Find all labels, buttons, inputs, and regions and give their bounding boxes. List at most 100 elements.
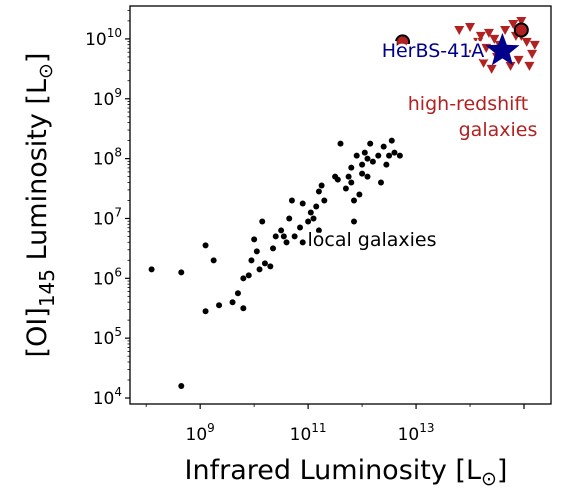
local-galaxy-point <box>299 239 306 246</box>
local-galaxy-point <box>202 308 209 315</box>
local-galaxy-point <box>178 383 185 390</box>
local-galaxy-point <box>259 218 266 225</box>
local-galaxy-point <box>299 200 306 207</box>
high-z-upper-limit-point <box>475 31 486 41</box>
local-galaxy-point <box>310 215 317 222</box>
local-galaxy-point <box>288 197 295 204</box>
local-galaxy-point <box>359 170 366 177</box>
local-galaxy-point <box>315 227 322 234</box>
local-galaxy-point <box>388 137 395 144</box>
local-galaxy-point <box>350 218 357 225</box>
local-galaxy-point <box>364 173 371 180</box>
local-galaxy-point <box>280 233 287 240</box>
local-galaxy-point <box>383 161 390 168</box>
local-galaxy-point <box>350 197 357 204</box>
local-galaxy-point <box>256 266 263 273</box>
x-tick-label: 109 <box>186 421 215 445</box>
y-tick-label: 107 <box>93 205 122 229</box>
y-tick-label: 1010 <box>85 26 122 50</box>
x-tick-label: 1011 <box>290 421 327 445</box>
local-galaxy-point <box>148 266 155 273</box>
axis-ticks: 104 105 106 107 108 109 1010 109 1011 1013 <box>85 9 525 445</box>
high-z-upper-limit-point <box>478 58 489 68</box>
local-galaxy-point <box>261 260 268 267</box>
high-z-upper-limit-point <box>521 37 532 47</box>
local-galaxy-point <box>356 191 363 198</box>
high-redshift-label-line2: galaxies <box>459 119 538 141</box>
local-galaxy-point <box>375 152 382 159</box>
local-galaxy-point <box>286 215 293 222</box>
local-galaxy-point <box>369 158 376 165</box>
local-galaxy-point <box>377 179 384 186</box>
local-galaxy-point <box>391 149 398 156</box>
high-z-upper-limit-point <box>467 49 478 59</box>
y-tick-label: 108 <box>93 146 122 170</box>
high-z-upper-limit-point <box>505 61 516 71</box>
local-galaxy-point <box>216 302 223 309</box>
data-points <box>148 16 540 390</box>
y-axis-label-end: ] <box>22 53 53 64</box>
local-galaxy-point <box>267 263 274 270</box>
local-galaxy-point <box>315 188 322 195</box>
local-galaxy-point <box>348 164 355 171</box>
annotations: local galaxies high-redshift galaxies He… <box>305 38 540 254</box>
local-galaxy-point <box>234 290 241 297</box>
x-axis-label-main: Infrared Luminosity [L <box>185 455 481 486</box>
local-galaxy-point <box>272 233 279 240</box>
local-galaxy-point <box>245 272 252 279</box>
local-galaxy-point <box>342 185 349 192</box>
local-galaxy-point <box>359 161 366 168</box>
local-galaxy-point <box>210 257 217 264</box>
y-tick-label: 104 <box>93 385 122 409</box>
local-galaxy-point <box>334 176 341 183</box>
local-galaxy-point <box>380 143 387 150</box>
local-galaxy-point <box>178 269 185 276</box>
local-galaxy-point <box>291 233 298 240</box>
local-galaxy-point <box>348 179 355 186</box>
high-z-detection-point <box>513 22 529 38</box>
y-axis-label-rest: Luminosity [L <box>22 79 53 269</box>
y-axis-label-main: [OI] <box>22 307 53 357</box>
local-galaxy-point <box>202 242 209 249</box>
high-z-upper-limit-point <box>524 61 535 71</box>
local-galaxy-point <box>364 155 371 162</box>
local-galaxy-point <box>345 173 352 180</box>
y-axis-label-sun: ⊙ <box>35 63 57 79</box>
local-galaxy-point <box>361 149 368 156</box>
local-galaxy-point <box>248 257 255 264</box>
local-galaxy-point <box>297 224 304 231</box>
high-z-detection-point <box>395 34 411 50</box>
plot-frame <box>129 5 552 405</box>
local-galaxy-point <box>229 299 236 306</box>
local-galaxy-point <box>240 275 247 282</box>
local-galaxy-point <box>353 152 360 159</box>
x-axis-label-sub: ⊙ <box>481 468 497 490</box>
high-z-upper-limit-point <box>454 25 465 35</box>
high-z-upper-limit-point <box>527 49 538 59</box>
local-galaxy-point <box>318 182 325 189</box>
local-galaxy-point <box>367 140 374 147</box>
high-z-upper-limit-point <box>513 55 524 65</box>
local-galaxy-point <box>305 218 312 225</box>
x-tick-label: 1013 <box>398 421 435 445</box>
y-axis-label: [OI]145 Luminosity [L⊙] <box>22 53 59 358</box>
local-galaxy-point <box>253 248 260 255</box>
high-z-upper-limit-point <box>529 40 540 50</box>
local-galaxy-point <box>283 239 290 246</box>
high-z-upper-limit-point <box>489 34 500 44</box>
high-z-upper-limit-point <box>516 16 527 26</box>
high-z-upper-limit-point <box>486 64 497 74</box>
y-tick-label: 109 <box>93 86 122 110</box>
local-galaxy-point <box>337 140 344 147</box>
herbs-41a-star-point <box>485 32 520 66</box>
high-z-upper-limit-point <box>483 28 494 38</box>
local-galaxy-point <box>251 236 258 243</box>
local-galaxy-point <box>240 305 247 312</box>
y-axis-label-subscript: 145 <box>35 269 59 307</box>
x-axis-label: Infrared Luminosity [L⊙] <box>185 455 508 490</box>
local-galaxy-point <box>278 227 285 234</box>
x-axis-label-end: ] <box>497 455 508 486</box>
local-galaxy-point <box>313 203 320 210</box>
local-galaxy-point <box>270 245 277 252</box>
